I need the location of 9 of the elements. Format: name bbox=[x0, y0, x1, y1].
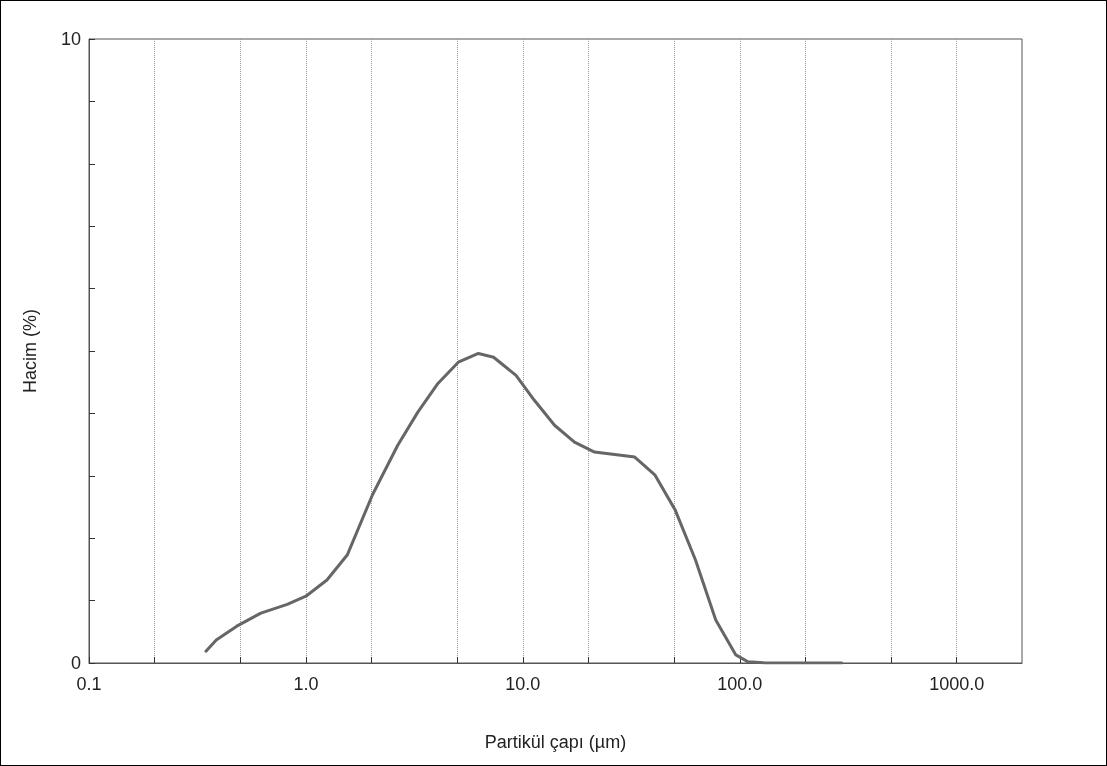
y-tick-label: 10 bbox=[60, 29, 81, 49]
x-tick-label: 100.0 bbox=[717, 674, 763, 694]
x-tick-label: 1000.0 bbox=[929, 674, 985, 694]
x-tick-label: 1.0 bbox=[293, 674, 319, 694]
y-axis-title: Hacim (%) bbox=[20, 309, 40, 393]
x-axis-title: Partikül çapı (µm) bbox=[484, 732, 627, 752]
x-tick-label: 0.1 bbox=[76, 674, 102, 694]
y-tick-label: 0 bbox=[70, 653, 81, 673]
x-tick-label: 10.0 bbox=[505, 674, 541, 694]
